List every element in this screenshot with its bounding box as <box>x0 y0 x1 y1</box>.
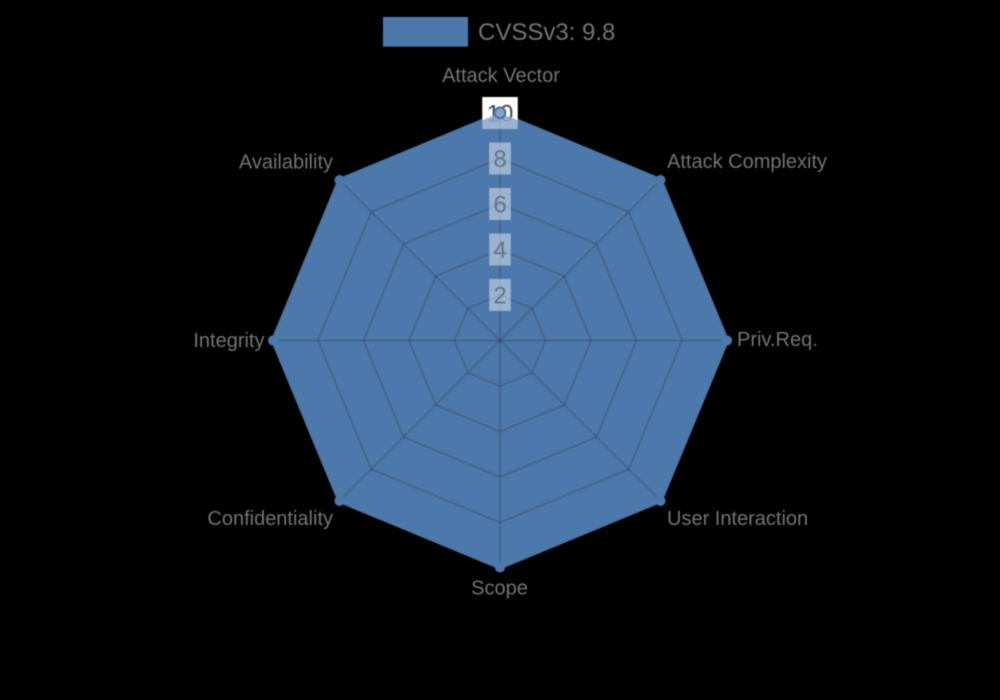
svg-text:CVSSv3: 9.8: CVSSv3: 9.8 <box>478 19 615 46</box>
svg-text:Integrity: Integrity <box>193 330 264 352</box>
svg-text:User Interaction: User Interaction <box>667 508 808 530</box>
svg-text:2: 2 <box>493 283 506 310</box>
svg-text:Attack Vector: Attack Vector <box>442 65 560 87</box>
svg-text:6: 6 <box>493 192 506 219</box>
svg-text:Priv.Req.: Priv.Req. <box>737 329 818 351</box>
svg-text:Attack Complexity: Attack Complexity <box>667 151 827 173</box>
svg-text:8: 8 <box>493 146 506 173</box>
svg-text:Availability: Availability <box>239 152 333 174</box>
svg-text:Confidentiality: Confidentiality <box>207 508 333 530</box>
svg-text:Scope: Scope <box>471 578 528 600</box>
svg-text:4: 4 <box>493 237 506 264</box>
svg-text:10: 10 <box>487 101 514 128</box>
